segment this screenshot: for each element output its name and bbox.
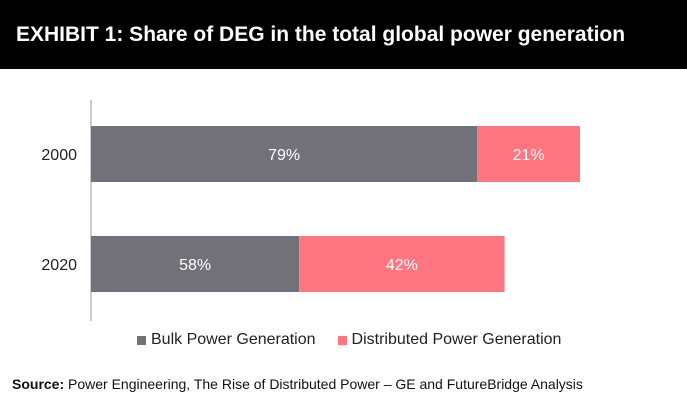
legend-swatch-distributed [337, 335, 347, 345]
data-label-2020-distributed: 42% [386, 257, 418, 274]
bar-2020-bulk [91, 236, 300, 292]
legend: Bulk Power Generation Distributed Power … [137, 331, 583, 349]
chart-title: EXHIBIT 1: Share of DEG in the total glo… [16, 22, 626, 46]
stacked-bar-chart: 2000 79% 21% 2020 58% 42% [41, 100, 580, 321]
source-note: Source: Power Engineering, The Rise of D… [12, 376, 583, 392]
chart-title-bar: EXHIBIT 1: Share of DEG in the total glo… [0, 0, 687, 69]
legend-swatch-bulk [137, 335, 146, 345]
bar-2000-distributed [477, 126, 580, 182]
legend-item-distributed: Distributed Power Generation [337, 331, 562, 349]
data-label-2000-distributed: 21% [513, 147, 545, 164]
data-label-2020-bulk: 58% [179, 257, 211, 274]
y-tick-label-2020: 2020 [41, 257, 77, 274]
legend-item-bulk: Bulk Power Generation [137, 331, 316, 349]
legend-label-distributed: Distributed Power Generation [351, 331, 562, 348]
bar-2000-bulk [91, 126, 478, 182]
source-label: Source: [12, 376, 65, 392]
legend-label-bulk: Bulk Power Generation [151, 331, 316, 348]
y-tick-label-2000: 2000 [41, 147, 77, 164]
source-text: Power Engineering, The Rise of Distribut… [68, 376, 583, 392]
data-label-2000-bulk: 79% [268, 147, 300, 164]
bar-2020-distributed [299, 236, 505, 292]
